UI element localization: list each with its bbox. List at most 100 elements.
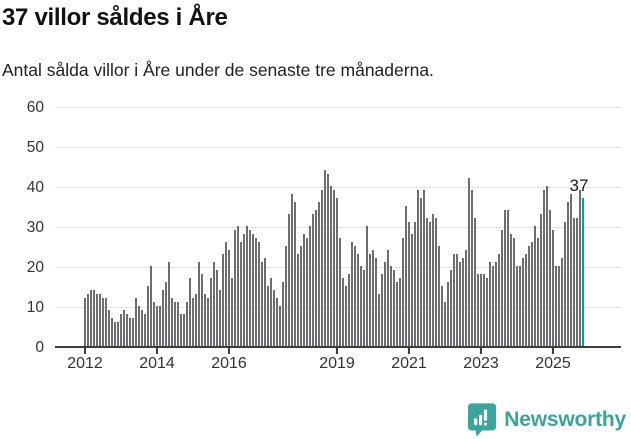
bar: [165, 282, 167, 346]
last-value-label: 37: [569, 176, 589, 195]
bar: [531, 242, 533, 346]
bar: [102, 298, 104, 346]
bar: [93, 290, 95, 346]
bar: [492, 266, 494, 346]
bar: [288, 214, 290, 346]
bar: [576, 218, 578, 346]
bar: [378, 294, 380, 346]
bar: [216, 270, 218, 346]
bar: [417, 190, 419, 346]
bar: [438, 246, 440, 346]
bar: [426, 218, 428, 346]
bar: [252, 234, 254, 346]
bar: [357, 254, 359, 346]
bar: [537, 238, 539, 346]
bar: [450, 270, 452, 346]
bar: [168, 262, 170, 346]
bar: [411, 234, 413, 346]
bar: [570, 194, 572, 346]
bar: [429, 222, 431, 346]
bar: [390, 266, 392, 346]
bar: [327, 174, 329, 346]
bar: [111, 318, 113, 346]
bar: [498, 254, 500, 346]
bar: [90, 290, 92, 346]
bar: [330, 186, 332, 346]
gridline-60: [55, 107, 621, 108]
bar: [207, 298, 209, 346]
bar: [384, 262, 386, 346]
bar: [519, 266, 521, 346]
bar: [522, 258, 524, 346]
bar: [222, 254, 224, 346]
bar: [87, 294, 89, 346]
bar-chart: 0 10 20 30 40 50 60 2012 2014 2016 2019 2021 2023 20…: [26, 99, 621, 372]
bar: [561, 258, 563, 346]
bar: [321, 190, 323, 346]
bar: [174, 302, 176, 346]
bar: [138, 306, 140, 346]
bar: [234, 230, 236, 346]
gridline-40: [55, 187, 621, 188]
bar: [381, 274, 383, 346]
bar: [114, 322, 116, 346]
bar: [552, 230, 554, 346]
bar: [237, 226, 239, 346]
x-tick-label-2012: 2012: [67, 355, 103, 372]
bar: [264, 258, 266, 346]
x-tick-label-2021: 2021: [391, 355, 427, 372]
bar: [297, 254, 299, 346]
bar: [183, 314, 185, 346]
bar: [177, 302, 179, 346]
bar: [489, 262, 491, 346]
bar: [369, 254, 371, 346]
gridline-20: [55, 267, 621, 268]
bar: [99, 294, 101, 346]
bar: [402, 238, 404, 346]
bar: [156, 306, 158, 346]
page-title: 37 villor såldes i Åre: [2, 4, 228, 31]
bar: [528, 246, 530, 346]
bar: [333, 190, 335, 346]
bar: [270, 278, 272, 346]
bar: [432, 214, 434, 346]
bar: [516, 266, 518, 346]
bar: [549, 210, 551, 346]
bar: [306, 238, 308, 346]
bar: [396, 282, 398, 346]
bar: [360, 266, 362, 346]
x-tick-label-2014: 2014: [139, 355, 175, 372]
bar: [375, 258, 377, 346]
bar: [486, 278, 488, 346]
bar: [108, 310, 110, 346]
x-tick-2016: [228, 348, 230, 354]
bar: [447, 282, 449, 346]
bar: [219, 290, 221, 346]
bar: [468, 178, 470, 346]
bar: [141, 310, 143, 346]
bar: [354, 246, 356, 346]
bar: [171, 298, 173, 346]
page-subtitle: Antal sålda villor i Åre under de senast…: [2, 60, 434, 80]
bar: [285, 246, 287, 346]
bar: [180, 314, 182, 346]
bar: [387, 250, 389, 346]
gridline-30: [55, 227, 621, 228]
bar: [228, 250, 230, 346]
bar: [465, 250, 467, 346]
bar: [405, 206, 407, 346]
bar: [123, 310, 125, 346]
bar: [135, 298, 137, 346]
bar: [249, 230, 251, 346]
y-tick-label-50: 50: [26, 139, 44, 156]
bar: [312, 214, 314, 346]
bar: [273, 290, 275, 346]
bar: [558, 266, 560, 346]
bar: [579, 190, 581, 346]
bar: [372, 250, 374, 346]
bar: [120, 314, 122, 346]
x-tick-label-2016: 2016: [211, 355, 247, 372]
x-tick-2021: [408, 348, 410, 354]
bar: [117, 322, 119, 346]
bar: [279, 306, 281, 346]
